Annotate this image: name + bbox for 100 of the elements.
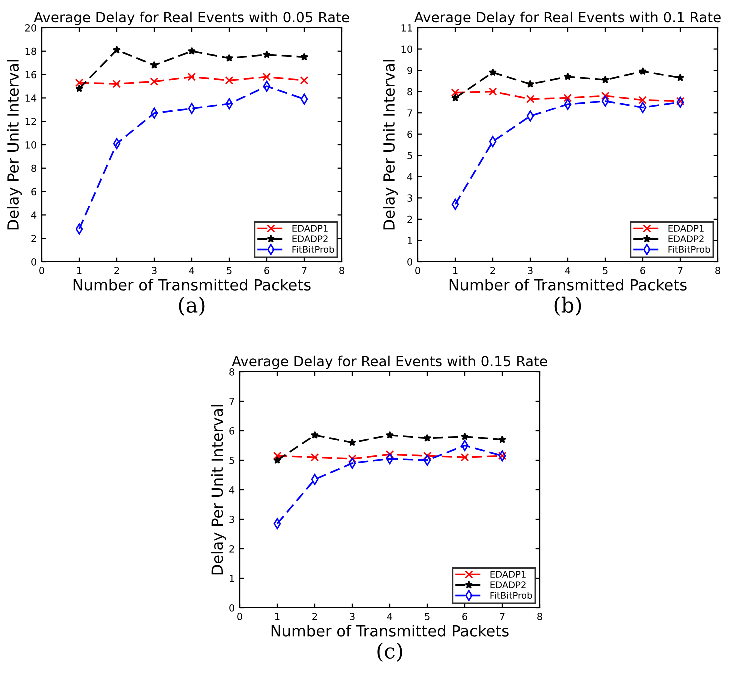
y-tick-label: 18 bbox=[26, 48, 36, 56]
chart-title: Average Delay for Real Events with 0.1 Rate bbox=[414, 12, 721, 26]
y-tick-label: 0 bbox=[230, 604, 234, 612]
y-axis-title: Delay Per Unit Interval bbox=[7, 60, 22, 230]
point bbox=[112, 80, 122, 88]
legend-label: EDADP1 bbox=[490, 571, 526, 578]
y-tick-label: 6 bbox=[408, 130, 413, 138]
y-tick-label: 4 bbox=[407, 174, 413, 181]
point bbox=[526, 80, 534, 88]
point bbox=[602, 76, 610, 84]
x-tick-label: 2 bbox=[312, 613, 318, 620]
y-tick-label: 10 bbox=[26, 141, 36, 149]
point bbox=[262, 72, 272, 82]
y-tick-label: 4 bbox=[229, 486, 235, 494]
x-tick-label: 3 bbox=[528, 267, 533, 274]
y-tick-label: 5 bbox=[230, 457, 234, 464]
y-tick-label: 1 bbox=[408, 237, 412, 244]
x-tick-label: 0 bbox=[40, 267, 44, 274]
x-tick-label: 6 bbox=[264, 267, 270, 274]
y-tick-label: 0 bbox=[408, 258, 412, 266]
legend-label: FitBitProb bbox=[668, 246, 710, 254]
x-tick-label: 0 bbox=[238, 613, 242, 620]
point bbox=[638, 96, 648, 104]
y-tick-label: 8 bbox=[408, 88, 412, 96]
point bbox=[263, 50, 271, 58]
x-tick-label: 0 bbox=[416, 267, 420, 274]
x-axis-title: Number of Transmitted Packets bbox=[74, 279, 311, 291]
x-tick-label: 4 bbox=[189, 267, 195, 274]
point bbox=[273, 452, 282, 460]
x-tick-label: 1 bbox=[77, 267, 82, 274]
point bbox=[386, 431, 394, 439]
point bbox=[451, 88, 460, 98]
point bbox=[461, 432, 469, 440]
x-tick-label: 6 bbox=[640, 267, 646, 274]
y-tick-label: 2 bbox=[32, 235, 36, 242]
x-tick-label: 7 bbox=[678, 267, 683, 274]
legend-label: EDADP2 bbox=[490, 582, 526, 588]
y-tick-label: 0 bbox=[32, 258, 36, 266]
y-axis-title: Delay Per Unit Interval bbox=[211, 405, 226, 575]
x-tick-label: 5 bbox=[603, 267, 608, 274]
x-axis-title: Number of Transmitted Packets bbox=[450, 279, 687, 291]
text: (c) bbox=[378, 642, 402, 662]
point bbox=[113, 46, 121, 54]
legend-label: FitBitProb bbox=[292, 246, 334, 254]
x-tick-label: 7 bbox=[500, 613, 505, 620]
legend-label: EDADP2 bbox=[292, 236, 328, 242]
x-tick-label: 7 bbox=[302, 267, 307, 274]
point bbox=[564, 94, 572, 102]
x-tick-label: 5 bbox=[425, 613, 430, 620]
y-tick-label: 6 bbox=[230, 427, 235, 435]
y-tick-label: 11 bbox=[402, 24, 412, 32]
x-tick-label: 8 bbox=[538, 613, 542, 620]
x-tick-label: 1 bbox=[275, 613, 280, 620]
point bbox=[300, 53, 308, 61]
point bbox=[348, 438, 356, 446]
y-tick-label: 12 bbox=[26, 118, 36, 126]
y-tick-label: 7 bbox=[408, 110, 412, 117]
point bbox=[489, 68, 497, 76]
chart-title: Average Delay for Real Events with 0.15 Rate bbox=[232, 356, 548, 370]
x-tick-label: 6 bbox=[462, 613, 468, 620]
y-tick-label: 10 bbox=[402, 46, 412, 54]
y-tick-label: 8 bbox=[230, 368, 234, 376]
y-tick-label: 14 bbox=[26, 94, 37, 102]
point bbox=[310, 453, 320, 462]
point bbox=[311, 431, 319, 439]
y-tick-label: 1 bbox=[230, 575, 234, 582]
chart-title: Average Delay for Real Events with 0.05 Rate bbox=[34, 12, 350, 26]
point bbox=[676, 97, 685, 106]
point bbox=[348, 454, 357, 464]
point bbox=[423, 452, 432, 460]
x-tick-label: 3 bbox=[152, 267, 157, 274]
x-tick-label: 4 bbox=[387, 613, 393, 620]
point bbox=[225, 76, 234, 85]
point bbox=[676, 74, 684, 82]
point bbox=[188, 72, 196, 82]
point bbox=[75, 78, 84, 88]
x-tick-label: 1 bbox=[453, 267, 458, 274]
y-tick-label: 2 bbox=[408, 216, 412, 224]
y-tick-label: 20 bbox=[25, 24, 36, 32]
y-tick-label: 2 bbox=[230, 545, 234, 553]
legend-label: EDADP1 bbox=[292, 225, 328, 232]
y-axis-title: Delay Per Unit Interval bbox=[383, 60, 398, 230]
point bbox=[564, 72, 572, 80]
point bbox=[274, 456, 282, 464]
y-tick-label: 5 bbox=[408, 152, 412, 160]
legend-label: FitBitProb bbox=[490, 592, 532, 600]
x-tick-label: 2 bbox=[114, 267, 120, 274]
y-tick-label: 3 bbox=[230, 516, 234, 524]
point bbox=[488, 88, 498, 96]
point bbox=[601, 92, 610, 100]
x-tick-label: 2 bbox=[490, 267, 496, 274]
x-axis-title: Number of Transmitted Packets bbox=[272, 625, 509, 637]
y-tick-label: 4 bbox=[31, 212, 37, 219]
point bbox=[150, 61, 158, 69]
point bbox=[386, 450, 394, 459]
text: (b) bbox=[554, 296, 582, 316]
legend-label: EDADP1 bbox=[668, 225, 704, 232]
point bbox=[498, 436, 506, 444]
point bbox=[526, 95, 535, 104]
y-tick-label: 6 bbox=[32, 188, 37, 196]
